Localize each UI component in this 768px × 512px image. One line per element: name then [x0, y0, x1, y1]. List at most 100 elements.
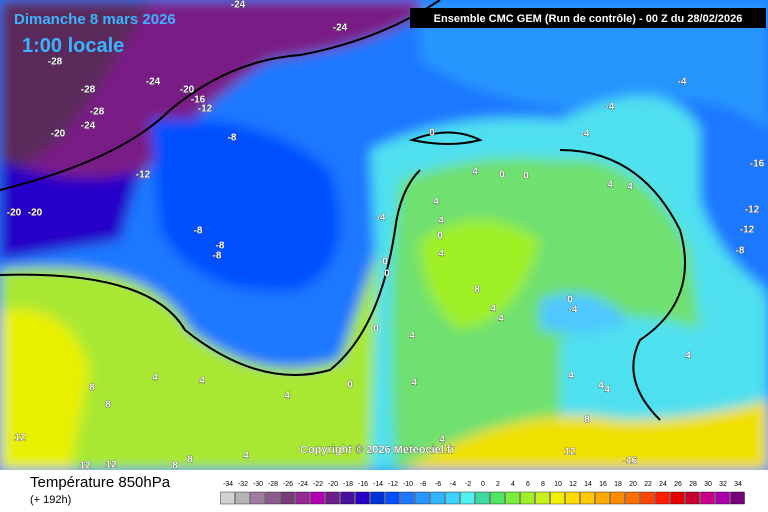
scale-label: -26	[283, 481, 293, 488]
contour-label: -24	[146, 77, 161, 88]
contour-label: 12	[564, 447, 576, 458]
contour-label: 8	[584, 415, 590, 426]
contour-label: 0	[499, 170, 505, 181]
scale-swatch	[715, 491, 730, 505]
scale-swatch	[235, 491, 250, 505]
scale-swatch	[640, 491, 655, 505]
contour-label: -28	[81, 85, 96, 96]
contour-label: 4	[604, 385, 610, 396]
contour-labels: -24-24-28-28-24-20-16-12-28-24-20 -8-12-2…	[6, 0, 764, 472]
contour-label: -12	[745, 205, 760, 216]
scale-label: 4	[511, 481, 515, 488]
contour-label: -20	[180, 85, 195, 96]
contour-label: -4	[606, 102, 615, 113]
scale-swatch	[340, 491, 355, 505]
contour-label: 4	[284, 391, 290, 402]
scale-label: 20	[629, 481, 637, 488]
scale-swatch	[460, 491, 475, 505]
scale-swatch	[325, 491, 340, 505]
contour-label: -16	[191, 95, 206, 106]
scale-swatch	[700, 491, 715, 505]
contour-label: 4	[438, 249, 444, 260]
scale-label: 32	[719, 481, 727, 488]
scale-swatch	[385, 491, 400, 505]
contour-label: 4	[433, 197, 439, 208]
contour-label: 4	[472, 167, 478, 178]
contour-label: -20	[51, 129, 66, 140]
contour-label: 0	[523, 171, 529, 182]
scale-swatch	[625, 491, 640, 505]
scale-swatch	[490, 491, 505, 505]
contour-label: 8	[89, 383, 95, 394]
model-box	[410, 8, 766, 28]
contour-label: 4	[568, 371, 574, 382]
scale-label: -12	[388, 481, 398, 488]
scale-label: -2	[465, 481, 471, 488]
scale-swatch	[400, 491, 415, 505]
contour-label: -24	[333, 23, 348, 34]
scale-label: -32	[238, 481, 248, 488]
contour-label: 0	[382, 257, 388, 268]
contour-label: 0	[567, 295, 573, 306]
contour-label: -16	[623, 456, 638, 467]
contour-label: -24	[231, 0, 246, 11]
scale-label: -22	[313, 481, 323, 488]
contour-label: 4	[598, 381, 604, 392]
contour-label: 0	[347, 380, 353, 391]
scale-label: 26	[674, 481, 682, 488]
scale-label: -20	[328, 481, 338, 488]
scale-label: 0	[481, 481, 485, 488]
scale-swatch	[280, 491, 295, 505]
scale-swatch	[265, 491, 280, 505]
scale-swatch	[580, 491, 595, 505]
contour	[0, 0, 441, 191]
contour-label: -4	[581, 129, 590, 140]
contour-label: -20	[7, 208, 22, 219]
scale-swatch	[505, 491, 520, 505]
scale-swatch	[415, 491, 430, 505]
contour-label: 4	[411, 378, 417, 389]
time: 1:00 locale	[22, 35, 124, 57]
contour-label: -8	[194, 226, 203, 237]
contour-label: 4	[439, 435, 445, 446]
scale-swatch	[730, 491, 745, 505]
scale-swatch	[565, 491, 580, 505]
scale-swatch	[655, 491, 670, 505]
contour-label: -12	[740, 225, 755, 236]
lead-time: (+ 192h)	[30, 494, 71, 506]
scale-swatch	[355, 491, 370, 505]
contour	[0, 169, 421, 376]
scale-label: -16	[358, 481, 368, 488]
contour-label: 0	[429, 128, 435, 139]
contour-label: 4	[490, 304, 496, 315]
scale-label: -18	[343, 481, 353, 488]
footer-title: Température 850hPa	[30, 474, 171, 491]
scale-label: 34	[734, 481, 742, 488]
scale-swatch	[220, 491, 235, 505]
contour-label: -28	[48, 57, 63, 68]
contour-label: 0	[384, 269, 390, 280]
contour-label: 4	[498, 314, 504, 325]
contour-label: -28	[90, 107, 105, 118]
contour-label: 4	[199, 376, 205, 387]
scale-label: -4	[450, 481, 456, 488]
scale-swatch	[520, 491, 535, 505]
contour-label: 8	[172, 461, 178, 472]
contour-label: -8	[216, 241, 225, 252]
contour-label: 4	[438, 216, 444, 227]
contour-label: 8	[474, 285, 480, 296]
contour-label: -4	[678, 77, 687, 88]
scale-label: -30	[253, 481, 263, 488]
scale-label: -28	[268, 481, 278, 488]
contour-label: -8	[228, 133, 237, 144]
contour-label: 0	[437, 231, 443, 242]
scale-swatch	[310, 491, 325, 505]
contour-label: 4	[243, 451, 249, 462]
scale-label: 2	[496, 481, 500, 488]
scale-label: -24	[298, 481, 308, 488]
scale-label: 16	[599, 481, 607, 488]
contour-label: -12	[198, 104, 213, 115]
contour-label: 0	[373, 324, 379, 335]
scale-label: 10	[554, 481, 562, 488]
